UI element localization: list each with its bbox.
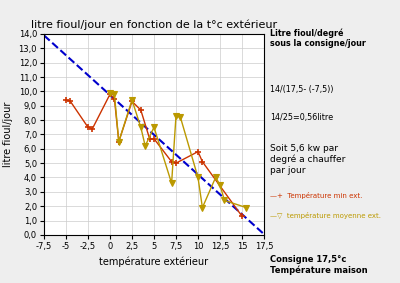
Text: Litre fioul/degré
sous la consigne/jour: Litre fioul/degré sous la consigne/jour [270, 28, 366, 48]
Text: —+  Température min ext.: —+ Température min ext. [270, 192, 362, 200]
Text: 14/(17,5- (-7,5)): 14/(17,5- (-7,5)) [270, 85, 334, 94]
X-axis label: température extérieur: température extérieur [100, 256, 208, 267]
Text: 14/25=0,56litre: 14/25=0,56litre [270, 113, 333, 122]
Text: —▽  température moyenne ext.: —▽ température moyenne ext. [270, 212, 381, 219]
Y-axis label: litre fioul/jour: litre fioul/jour [3, 102, 13, 167]
Title: litre fioul/jour en fonction de la t°c extérieur: litre fioul/jour en fonction de la t°c e… [31, 20, 277, 30]
Text: Consigne 17,5°c
Température maison: Consigne 17,5°c Température maison [270, 255, 368, 275]
Text: Soit 5,6 kw par
degré a chauffer
par jour: Soit 5,6 kw par degré a chauffer par jou… [270, 144, 345, 175]
